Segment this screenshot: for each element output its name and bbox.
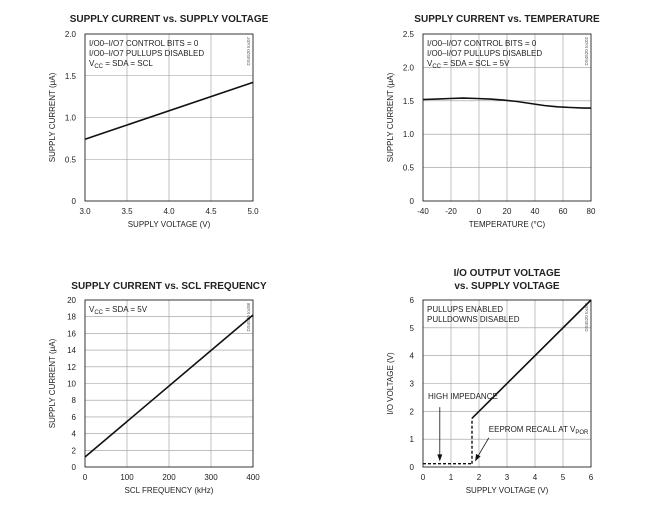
chart-title: SUPPLY CURRENT vs. TEMPERATURE	[414, 14, 600, 25]
chart-title: SUPPLY CURRENT vs. SCL FREQUENCY	[71, 281, 267, 292]
series-line-1	[422, 97, 591, 109]
y-tick-label: 6	[72, 413, 77, 422]
x-tick-label: 5	[561, 473, 566, 482]
y-tick-label: 1.5	[403, 97, 415, 106]
y-tick-label: 2	[410, 407, 415, 416]
callout-high-impedance: HIGH IMPEDANCE	[428, 392, 498, 401]
x-tick-label: 4	[533, 473, 538, 482]
y-tick-label: 4	[410, 352, 415, 361]
x-tick-label: 60	[559, 207, 568, 216]
annotation-text: I/O0–I/O7 PULLUPS DISABLED	[427, 49, 542, 58]
y-tick-label: 5	[410, 324, 415, 333]
y-tick-label: 8	[72, 396, 77, 405]
chart-title: vs. SUPPLY VOLTAGE	[454, 281, 560, 292]
x-tick-label: -40	[417, 207, 429, 216]
y-tick-label: 3	[410, 380, 415, 389]
x-tick-label: 200	[162, 473, 176, 482]
callout-eeprom-recall: EEPROM RECALL AT VPOR	[489, 425, 589, 436]
annotation-text: VCC = SDA = SCL = 5V	[427, 59, 510, 70]
x-tick-label: 0	[477, 207, 482, 216]
annotation-text: I/O0–I/O7 CONTROL BITS = 0	[427, 39, 537, 48]
y-tick-label: 0	[410, 197, 415, 206]
chart-panel-4: I/O OUTPUT VOLTAGE vs. SUPPLY VOLTAGE 0 1 2 3…	[386, 268, 594, 495]
chart-title: SUPPLY CURRENT vs. SUPPLY VOLTAGE	[70, 14, 269, 25]
plot-frame	[422, 299, 592, 468]
y-tick-label: 6	[410, 296, 415, 305]
x-tick-label: 0	[421, 473, 426, 482]
y-tick-label: 10	[67, 380, 76, 389]
x-tick-label: 300	[204, 473, 218, 482]
plot-frame	[84, 299, 254, 468]
x-axis-label: SUPPLY VOLTAGE (V)	[128, 220, 211, 229]
plot-frame	[84, 33, 254, 202]
arrowhead	[475, 453, 481, 462]
x-tick-label: 4.0	[163, 207, 175, 216]
y-axis-label: I/O VOLTAGE (V)	[386, 352, 395, 415]
y-tick-label: 2	[72, 446, 77, 455]
y-tick-label: 12	[67, 363, 76, 372]
y-axis-label: SUPPLY CURRENT (μA)	[48, 338, 57, 428]
annotation-text: VCC = SDA = SCL	[89, 59, 153, 70]
y-tick-label: 4	[72, 430, 77, 439]
y-tick-label: 0.5	[403, 164, 415, 173]
y-axis-label: SUPPLY CURRENT (μA)	[48, 72, 57, 162]
y-tick-label: 0	[410, 463, 415, 472]
series-line-3	[471, 299, 592, 419]
x-axis-label: SCL FREQUENCY (kHz)	[125, 486, 214, 495]
y-tick-label: 2.0	[65, 30, 77, 39]
series-line-1	[84, 81, 254, 140]
y-tick-label: 0.5	[65, 155, 77, 164]
y-tick-label: 1.0	[403, 130, 415, 139]
x-tick-label: 1	[449, 473, 454, 482]
x-tick-label: 3.0	[79, 207, 91, 216]
y-tick-label: 1.0	[65, 114, 77, 123]
y-axis-label: SUPPLY CURRENT (μA)	[386, 72, 395, 162]
y-tick-label: 18	[67, 313, 76, 322]
y-tick-label: 2.5	[403, 30, 415, 39]
figure-id-label: DS4520 toc08	[246, 303, 251, 332]
x-tick-label: -20	[445, 207, 457, 216]
annotation-text: VCC = SDA = 5V	[89, 305, 148, 316]
x-tick-label: 400	[246, 473, 260, 482]
chart-title: I/O OUTPUT VOLTAGE	[454, 268, 561, 279]
y-tick-label: 1.5	[65, 72, 77, 81]
x-tick-label: 3.5	[121, 207, 133, 216]
series-line-1	[84, 314, 254, 458]
annotation-text: PULLUPS ENABLED	[427, 305, 503, 314]
x-tick-label: 6	[589, 473, 594, 482]
x-tick-label: 4.5	[205, 207, 217, 216]
x-tick-label: 20	[503, 207, 512, 216]
x-axis-label: SUPPLY VOLTAGE (V)	[466, 486, 549, 495]
annotation-text: I/O0–I/O7 PULLUPS DISABLED	[89, 49, 204, 58]
annotation-text: I/O0–I/O7 CONTROL BITS = 0	[89, 39, 199, 48]
x-tick-label: 40	[531, 207, 540, 216]
y-tick-label: 14	[67, 346, 76, 355]
figure-id-label: DS4520 toc04	[584, 303, 589, 332]
figure-id-label: DS4520 toc02	[584, 37, 589, 66]
y-tick-label: 0	[72, 463, 77, 472]
annotation-text: PULLDOWNS DISABLED	[427, 315, 520, 324]
figure-id-label: DS4520 toc07	[246, 37, 251, 66]
chart-panel-1: SUPPLY CURRENT vs. SUPPLY VOLTAGE 3.0 3.5 4…	[48, 14, 269, 229]
y-tick-label: 2.0	[403, 63, 415, 72]
plot-frame	[422, 33, 592, 202]
x-tick-label: 0	[83, 473, 88, 482]
arrowhead	[437, 454, 443, 462]
chart-panel-2: SUPPLY CURRENT vs. TEMPERATURE -40 -20 0 20 4…	[386, 14, 600, 229]
y-tick-label: 20	[67, 296, 76, 305]
x-tick-label: 80	[587, 207, 596, 216]
y-tick-label: 0	[72, 197, 77, 206]
y-tick-label: 1	[410, 435, 415, 444]
x-axis-label: TEMPERATURE (°C)	[469, 220, 546, 229]
x-tick-label: 3	[505, 473, 510, 482]
x-tick-label: 5.0	[247, 207, 259, 216]
y-tick-label: 16	[67, 329, 76, 338]
x-tick-label: 100	[120, 473, 134, 482]
x-tick-label: 2	[477, 473, 482, 482]
